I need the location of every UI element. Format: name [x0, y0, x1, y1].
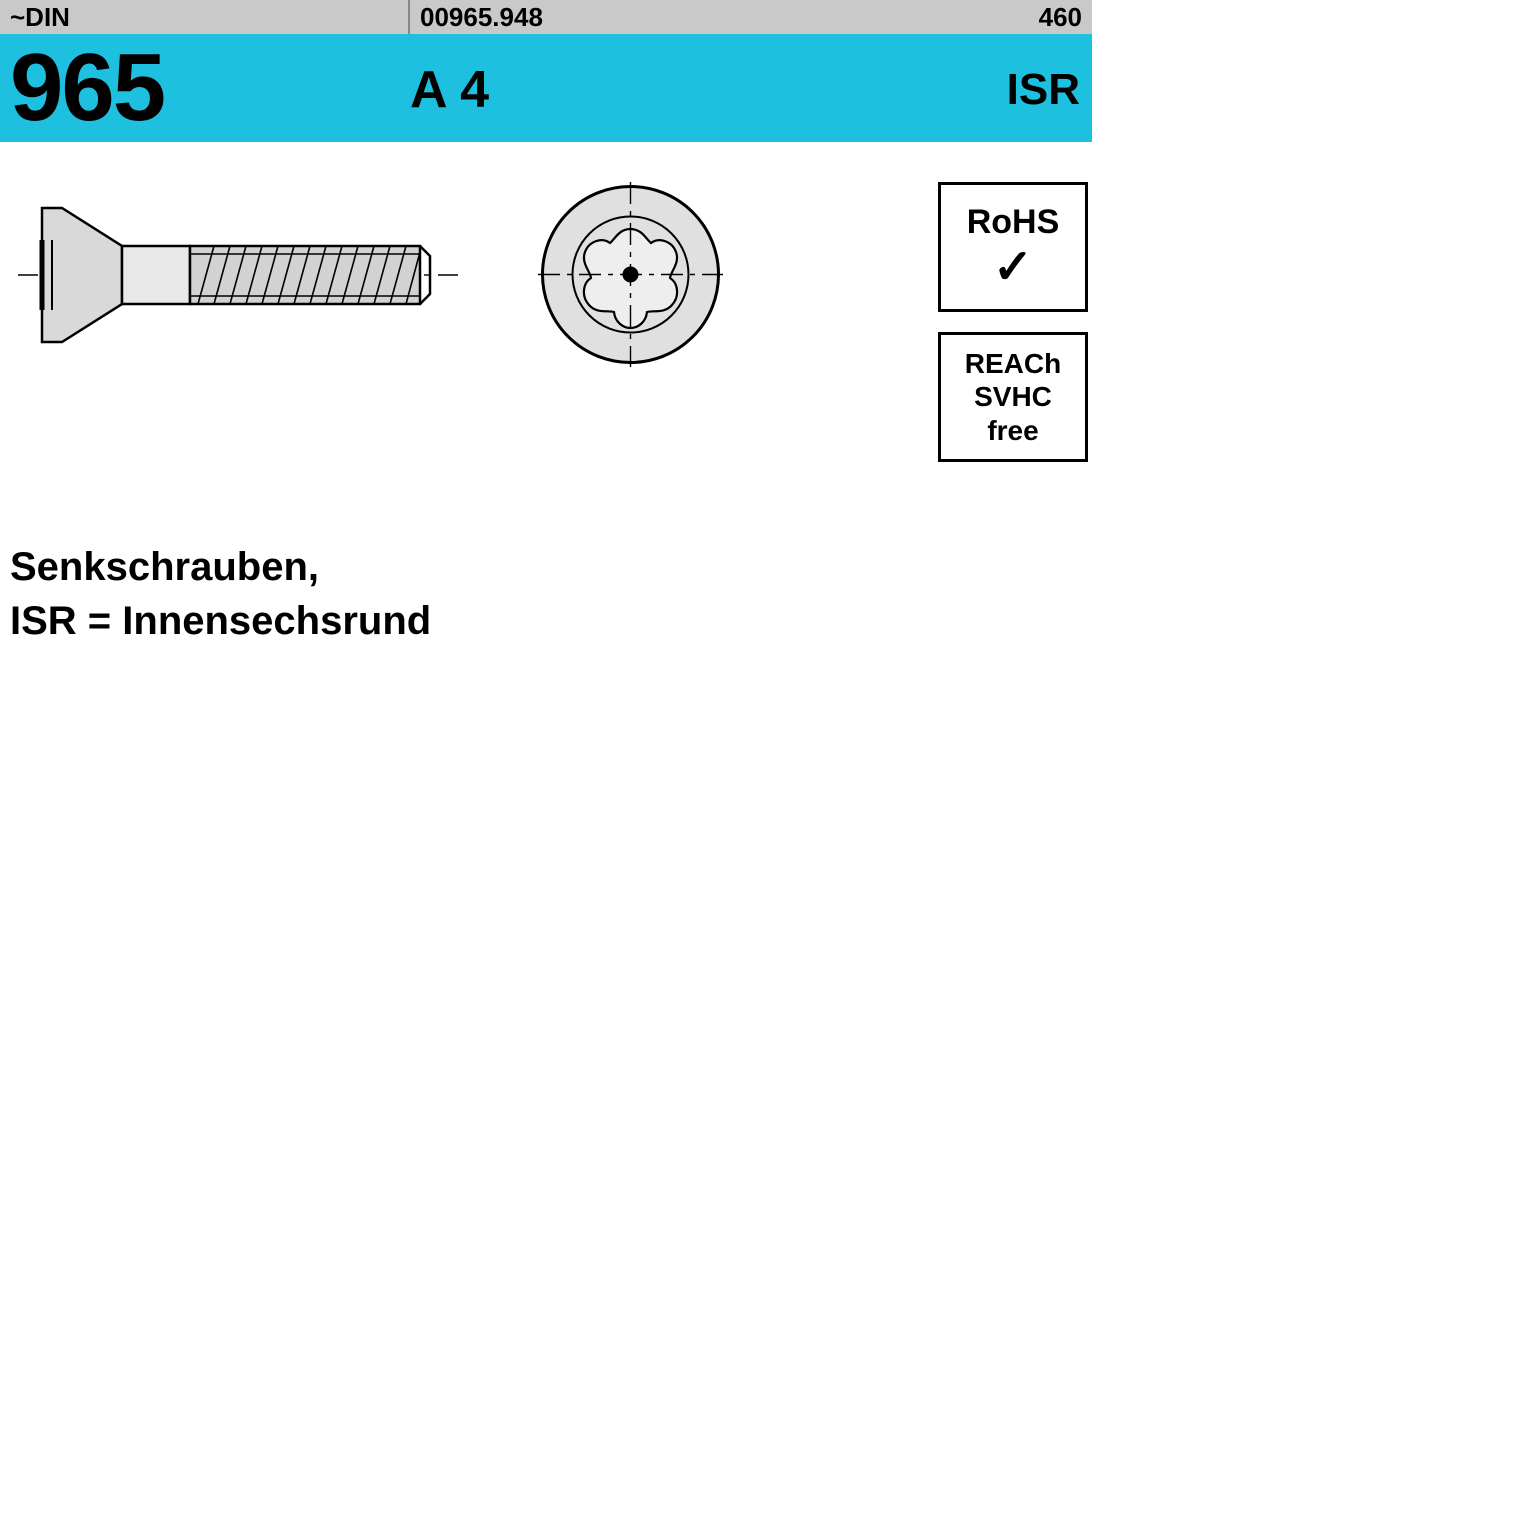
- header-strip: ~DIN 00965.948 460: [0, 0, 1092, 34]
- screw-top-view-icon: [538, 182, 723, 367]
- title-bar: 965 A 4 ISR: [0, 34, 1092, 142]
- screw-side-view-icon: [18, 190, 458, 360]
- drive-code: ISR: [952, 61, 1092, 115]
- reach-badge: REACh SVHC free: [938, 332, 1088, 462]
- article-number: 00965.948: [410, 0, 992, 34]
- reach-line1: REACh: [965, 347, 1061, 381]
- material-code: A 4: [410, 56, 952, 120]
- reach-line2: SVHC: [974, 380, 1052, 414]
- pack-quantity: 460: [992, 2, 1092, 33]
- rohs-label: RoHS: [967, 203, 1060, 242]
- certification-column: RoHS ✓ REACh SVHC free: [924, 182, 1092, 462]
- standard-number: 965: [0, 40, 410, 136]
- standard-label: ~DIN: [0, 0, 410, 34]
- description-line1: Senkschrauben,: [10, 540, 1092, 594]
- description-line2: ISR = Innensechsrund: [10, 594, 1092, 648]
- spec-sheet-page: ~DIN 00965.948 460 965 A 4 ISR: [0, 0, 1536, 1536]
- content-row: RoHS ✓ REACh SVHC free: [0, 142, 1092, 462]
- check-icon: ✓: [993, 244, 1033, 292]
- description-block: Senkschrauben, ISR = Innensechsrund: [0, 462, 1092, 648]
- reach-line3: free: [987, 414, 1038, 448]
- rohs-badge: RoHS ✓: [938, 182, 1088, 312]
- diagram-area: [0, 182, 924, 367]
